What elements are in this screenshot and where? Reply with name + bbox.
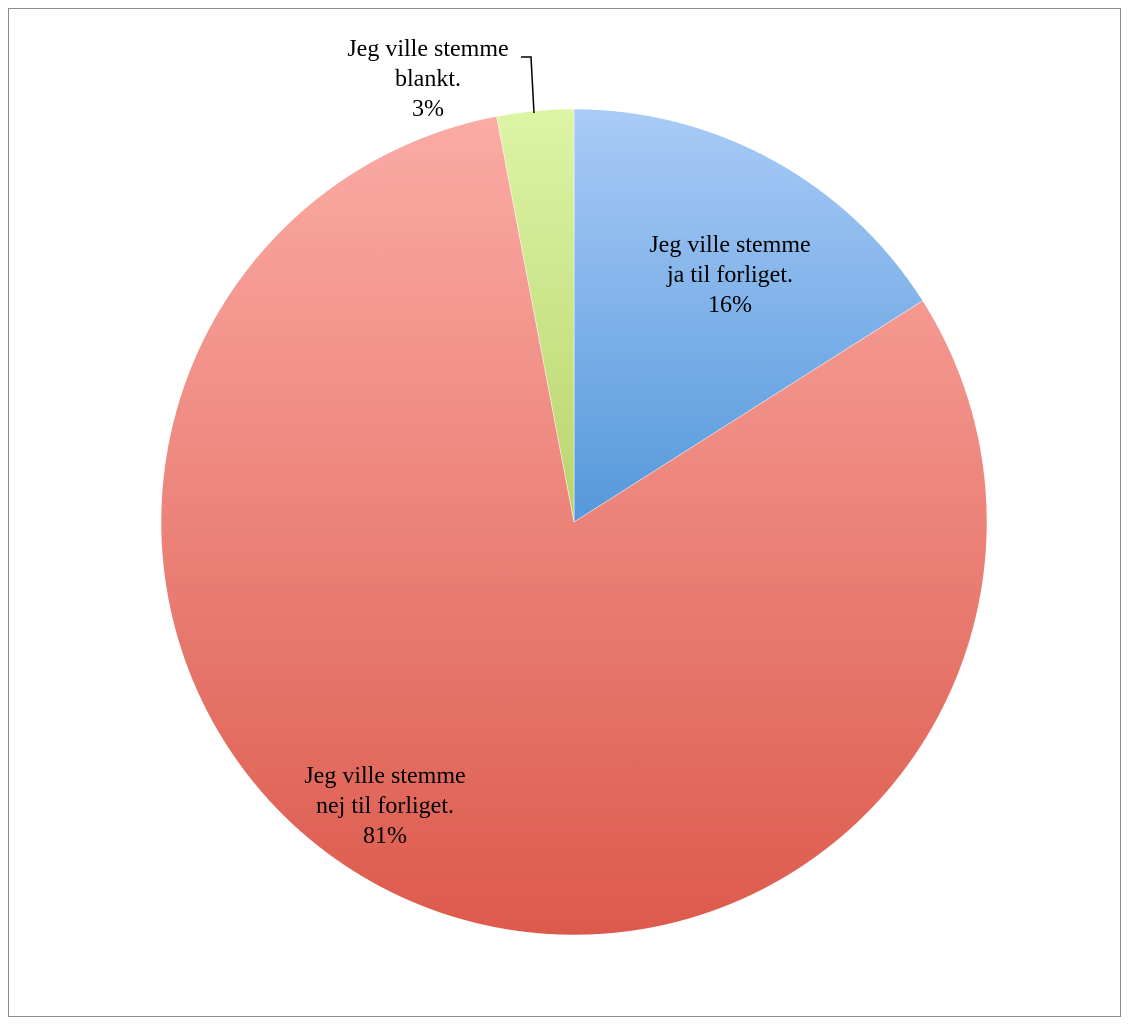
slice-2-label-line-2: nej til forliget. xyxy=(316,793,454,819)
slice-3-label-line-2: blankt. xyxy=(395,66,461,92)
slice-2-label-line-1: Jeg ville stemme xyxy=(304,763,465,789)
slice-1-label-line-1: Jeg ville stemme xyxy=(649,232,810,258)
slice-2-value-label: 81% xyxy=(363,823,407,849)
slice-1-value-label: 16% xyxy=(708,292,752,318)
slice-3-value-label: 3% xyxy=(412,96,444,122)
slice-3-label-line-1: Jeg ville stemme xyxy=(347,36,508,62)
slice-1-label-line-2: ja til forliget. xyxy=(666,262,793,288)
leader-lines xyxy=(521,57,534,113)
pie-slices xyxy=(161,109,987,935)
slice-3-leader-line xyxy=(521,57,534,113)
